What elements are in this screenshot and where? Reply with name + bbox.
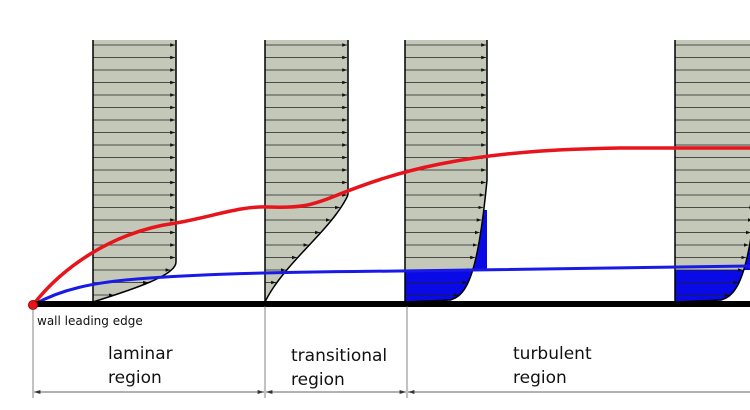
sublayer-area xyxy=(405,270,473,302)
region-label: transitional xyxy=(291,346,387,366)
velocity-profiles xyxy=(92,40,750,303)
boundary-layer-thickness xyxy=(31,146,750,307)
profile-edge xyxy=(264,40,349,303)
region-dividers xyxy=(32,306,408,398)
leading-edge-label: wall leading edge xyxy=(37,314,143,328)
profile-area xyxy=(265,40,348,302)
profile-area xyxy=(93,40,176,302)
profile-edge xyxy=(404,40,488,303)
profile-area xyxy=(675,40,750,302)
profile-edge xyxy=(92,40,177,303)
viscous-sublayer-line xyxy=(32,264,750,307)
region-label: region xyxy=(513,368,567,388)
region-label: turbulent xyxy=(513,344,592,364)
profile-area xyxy=(405,40,487,302)
sublayer-area xyxy=(743,243,750,270)
profile-edge xyxy=(674,238,750,303)
sublayer-area xyxy=(675,270,744,302)
region-label: laminar xyxy=(108,344,173,364)
region-label: region xyxy=(108,368,162,388)
region-label: region xyxy=(291,370,345,390)
